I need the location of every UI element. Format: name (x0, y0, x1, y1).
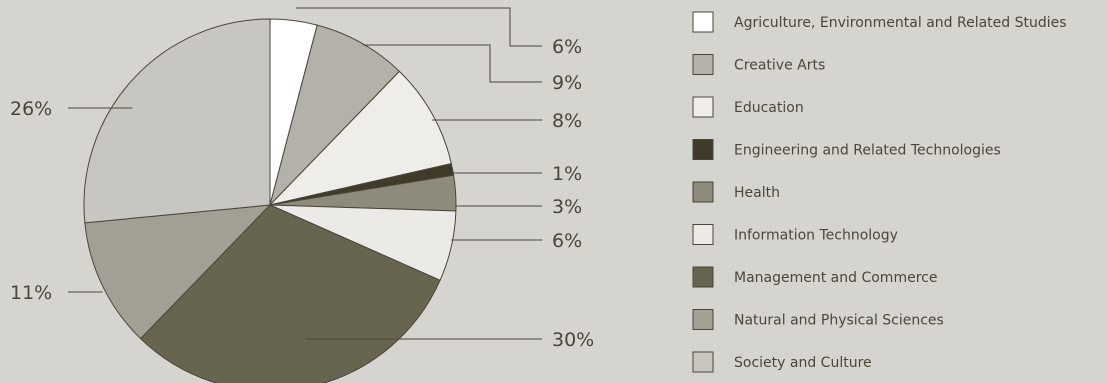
legend-label-health: Health (734, 185, 780, 201)
legend-label-information-technology: Information Technology (734, 228, 898, 244)
pie-slices (83, 18, 457, 383)
pct-label-health: 3% (552, 196, 582, 218)
pct-label-society-and-culture: 26% (10, 98, 52, 120)
pct-label-management-and-commerce: 30% (552, 329, 594, 351)
legend-swatch-agriculture-environmental-and-related-studies (692, 11, 714, 33)
pct-label-natural-and-physical-sciences: 11% (10, 282, 52, 304)
pie-slice-society-and-culture (83, 18, 271, 224)
legend-swatch-management-and-commerce (692, 266, 714, 288)
legend-swatch-health (692, 181, 714, 203)
legend-label-natural-and-physical-sciences: Natural and Physical Sciences (734, 313, 944, 329)
pie-slice-education (268, 70, 452, 206)
legend-label-engineering-and-related-technologies: Engineering and Related Technologies (734, 143, 1001, 159)
legend: Agriculture, Environmental and Related S… (692, 11, 1067, 373)
legend-swatch-creative-arts (692, 54, 714, 75)
leader-line-agriculture-environmental-and-related-studies (295, 7, 542, 47)
leader-line-creative-arts (363, 44, 542, 83)
legend-label-society-and-culture: Society and Culture (734, 355, 872, 371)
pie-slice-creative-arts (269, 24, 401, 207)
leader-lines (68, 7, 542, 340)
pct-label-creative-arts: 9% (552, 72, 582, 94)
percentage-labels: 6% 9% 8% 1% 3% 6% 30% 11% 26% (10, 36, 594, 351)
pct-label-information-technology: 6% (552, 230, 582, 252)
legend-swatch-education (692, 96, 714, 118)
pie-slice-natural-and-physical-sciences (84, 204, 272, 340)
legend-swatch-information-technology (692, 224, 714, 245)
legend-label-creative-arts: Creative Arts (734, 58, 825, 74)
pct-label-education: 8% (552, 110, 582, 132)
pct-label-engineering-and-related-technologies: 1% (552, 163, 582, 185)
pct-label-agriculture-environmental-and-related-studies: 6% (552, 36, 582, 58)
legend-swatch-engineering-and-related-technologies (692, 139, 714, 160)
legend-label-management-and-commerce: Management and Commerce (734, 270, 937, 286)
legend-label-agriculture-environmental-and-related-studies: Agriculture, Environmental and Related S… (734, 15, 1067, 31)
legend-label-education: Education (734, 100, 804, 116)
legend-swatch-society-and-culture (692, 351, 714, 373)
legend-swatch-natural-and-physical-sciences (692, 309, 714, 330)
